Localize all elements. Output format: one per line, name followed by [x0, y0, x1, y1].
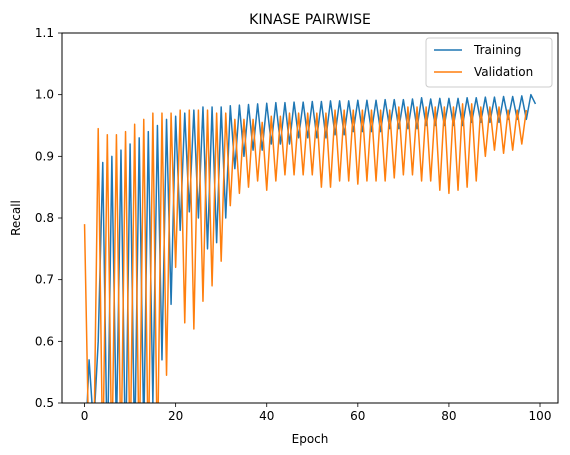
- series-line-validation: [83, 103, 528, 403]
- legend-label-validation: Validation: [474, 65, 533, 79]
- legend: Training Validation: [425, 37, 553, 88]
- x-axis-label: Epoch: [292, 432, 329, 446]
- y-axis: 0.5 0.6 0.7 0.8 0.9 1.0 1.1: [35, 26, 62, 410]
- legend-label-training: Training: [473, 43, 521, 57]
- y-tick-label: 0.6: [35, 334, 54, 348]
- x-axis: 0 20 40 60 80 100: [81, 403, 552, 423]
- y-tick-label: 0.5: [35, 396, 54, 410]
- chart-title: KINASE PAIRWISE: [249, 12, 371, 28]
- y-tick-label: 0.7: [35, 273, 54, 287]
- y-tick-label: 0.8: [35, 211, 54, 225]
- y-tick-label: 1.1: [35, 26, 54, 40]
- y-axis-label: Recall: [9, 200, 23, 236]
- y-tick-label: 0.9: [35, 149, 54, 163]
- x-tick-label: 40: [259, 409, 274, 423]
- x-tick-label: 20: [168, 409, 183, 423]
- series-layer: [83, 93, 537, 403]
- x-tick-label: 60: [350, 409, 365, 423]
- y-tick-label: 1.0: [35, 88, 54, 102]
- x-tick-label: 80: [441, 409, 456, 423]
- x-tick-label: 100: [529, 409, 552, 423]
- x-tick-label: 0: [81, 409, 89, 423]
